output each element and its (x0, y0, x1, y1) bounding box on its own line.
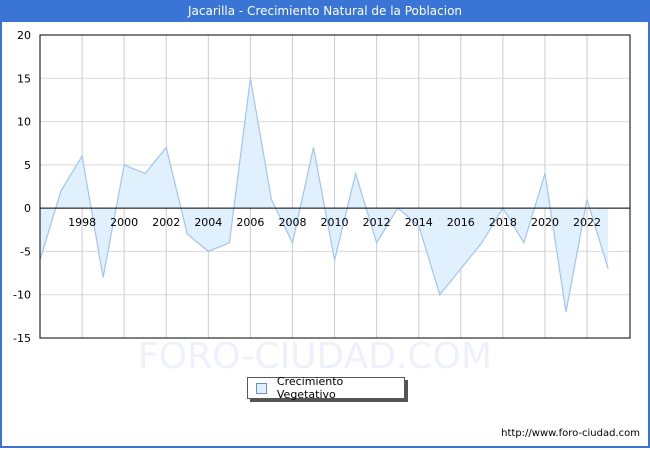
y-axis-ticks: 20 15 10 5 0 -5 -10 -15 (13, 29, 31, 345)
x-tick-label: 2002 (152, 216, 180, 229)
legend-label: Crecimiento Vegetativo (276, 375, 344, 401)
x-tick-label: 2006 (236, 216, 264, 229)
x-tick-label: 2018 (489, 216, 517, 229)
x-tick-label: 2020 (531, 216, 559, 229)
x-tick-label: 2014 (405, 216, 433, 229)
x-tick-label: 2012 (363, 216, 391, 229)
y-tick-label: 20 (17, 29, 31, 42)
watermark: FORO-CIUDAD.COM (138, 336, 492, 377)
line-series (39, 78, 609, 313)
y-tick-label: -10 (13, 289, 31, 302)
footer-url[interactable]: http://www.foro-ciudad.com (501, 428, 640, 439)
y-tick-label: 5 (24, 159, 31, 172)
y-tick-label: 10 (17, 116, 31, 129)
y-tick-label: -15 (13, 332, 31, 345)
x-tick-label: 2022 (573, 216, 601, 229)
x-tick-label: 1998 (68, 216, 96, 229)
y-tick-label: 0 (24, 202, 31, 215)
x-tick-label: 2004 (194, 216, 222, 229)
y-tick-label: 15 (17, 72, 31, 85)
x-axis-ticks: 1998 2000 2002 2004 2006 2008 2010 2012 2014 2016… (68, 216, 601, 229)
x-tick-label: 2016 (447, 216, 475, 229)
legend: Crecimiento Vegetativo (247, 375, 405, 401)
legend-swatch-icon (256, 382, 267, 394)
area-series (40, 78, 609, 312)
y-tick-label: -5 (20, 245, 31, 258)
chart-title: Jacarilla - Crecimiento Natural de la Po… (0, 0, 650, 22)
x-tick-label: 2008 (278, 216, 306, 229)
x-tick-label: 2010 (321, 216, 349, 229)
x-tick-label: 2000 (110, 216, 138, 229)
plot-border (39, 34, 631, 339)
